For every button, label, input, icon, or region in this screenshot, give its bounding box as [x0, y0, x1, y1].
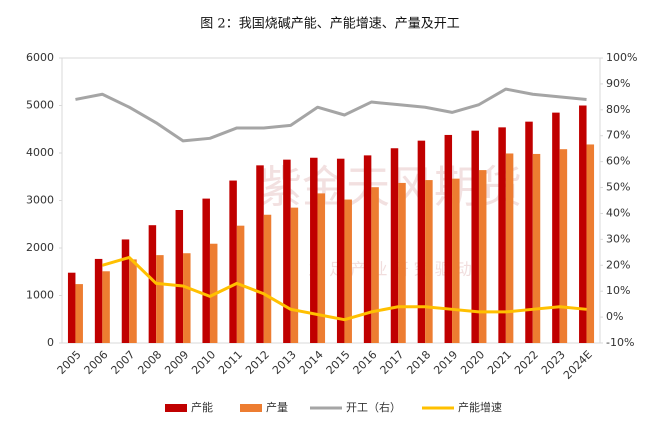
y2-tick-label: 50% — [606, 181, 630, 194]
bar — [156, 255, 164, 343]
bar — [398, 182, 406, 343]
line — [75, 87, 587, 143]
bar — [229, 180, 237, 343]
x-tick-label: 2014 — [297, 348, 326, 377]
x-tick-label: 2017 — [378, 348, 407, 377]
legend-label: 产能增速 — [458, 400, 502, 414]
x-tick-label: 2018 — [404, 348, 433, 377]
bar — [452, 178, 460, 343]
bar — [121, 239, 130, 343]
x-tick-label: 2007 — [109, 348, 138, 377]
chart-title: 图 2：我国烧碱产能、产能增速、产量及开工 — [200, 17, 459, 32]
bar — [579, 105, 587, 343]
y2-tick-label: 100% — [606, 51, 637, 64]
x-tick-label: 2024E — [561, 348, 595, 382]
bar — [183, 253, 191, 343]
bar — [390, 148, 399, 343]
x-tick-label: 2011 — [216, 348, 245, 377]
x-tick-label: 2015 — [324, 348, 353, 377]
bar — [256, 165, 264, 343]
bar — [371, 187, 379, 343]
y2-tick-label: 10% — [606, 284, 630, 297]
x-tick-label: 2005 — [55, 348, 84, 377]
line — [101, 256, 587, 322]
bar — [425, 180, 433, 343]
x-tick-label: 2021 — [485, 348, 514, 377]
y2-tick-label: 60% — [606, 155, 630, 168]
legend-swatch — [240, 404, 262, 412]
y-tick-label: 6000 — [26, 51, 54, 64]
bar — [310, 157, 318, 343]
y2-tick-label: 40% — [606, 206, 630, 219]
y-tick-label: 0 — [47, 336, 54, 349]
bar — [505, 153, 514, 343]
x-tick-label: 2008 — [135, 348, 164, 377]
x-tick-label: 2019 — [431, 348, 460, 377]
y-tick-label: 1000 — [26, 289, 54, 302]
bar — [102, 271, 110, 343]
bar — [336, 158, 345, 343]
bar — [129, 259, 137, 343]
x-tick-label: 2013 — [270, 348, 299, 377]
y2-tick-label: -10% — [606, 336, 634, 349]
legend-label: 开工（右） — [346, 400, 401, 414]
bar — [471, 130, 479, 343]
y2-tick-label: 20% — [606, 258, 630, 271]
bar — [263, 214, 272, 343]
y-tick-label: 3000 — [26, 194, 54, 207]
y2-tick-label: 80% — [606, 103, 630, 116]
y-tick-label: 2000 — [26, 241, 54, 254]
y2-tick-label: 0% — [606, 310, 623, 323]
legend-label: 产量 — [266, 400, 288, 414]
bar — [202, 198, 210, 343]
x-tick-label: 2012 — [243, 348, 272, 377]
x-tick-label: 2022 — [512, 348, 541, 377]
x-tick-label: 2009 — [162, 348, 191, 377]
legend-label: 产能 — [191, 400, 213, 414]
y2-tick-label: 70% — [606, 129, 630, 142]
bar — [478, 170, 487, 343]
bar — [417, 140, 426, 343]
bar — [67, 272, 76, 343]
y-tick-label: 5000 — [26, 99, 54, 112]
x-tick-label: 2006 — [82, 348, 111, 377]
bar — [175, 210, 184, 343]
legend-swatch — [165, 404, 187, 412]
bar — [552, 112, 560, 343]
y-tick-label: 4000 — [26, 146, 54, 159]
bar — [559, 149, 568, 343]
y2-tick-label: 30% — [606, 232, 630, 245]
x-tick-label: 2010 — [189, 348, 218, 377]
bar — [148, 225, 157, 343]
x-tick-label: 2016 — [351, 348, 380, 377]
bar — [290, 207, 299, 343]
y2-tick-label: 90% — [606, 77, 630, 90]
bar — [344, 199, 352, 343]
bar — [532, 153, 541, 343]
bar — [75, 284, 83, 343]
bar — [498, 127, 506, 343]
bar — [363, 155, 372, 343]
bar — [94, 258, 103, 343]
bar — [317, 193, 326, 343]
bar — [586, 144, 595, 343]
bar — [525, 121, 533, 344]
bar — [283, 159, 291, 343]
x-tick-label: 2020 — [458, 348, 487, 377]
bar — [444, 134, 453, 343]
